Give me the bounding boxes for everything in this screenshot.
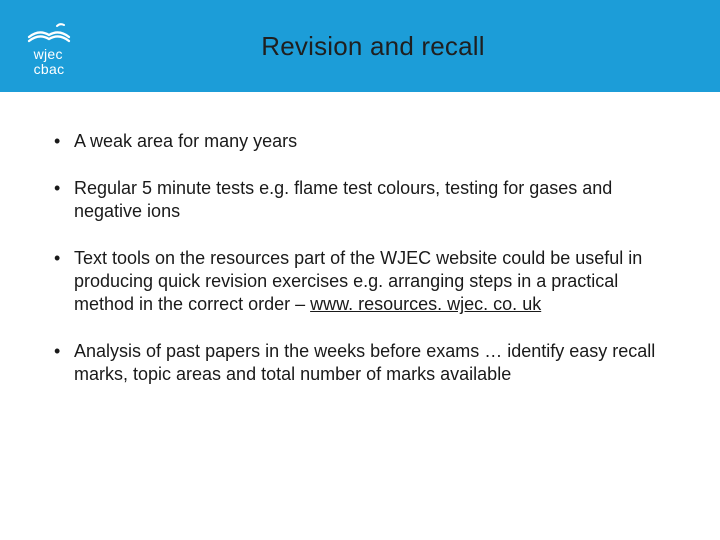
bullet-item: Text tools on the resources part of the …: [48, 247, 672, 316]
bullet-text: A weak area for many years: [74, 131, 297, 151]
logo-line2: cbac: [34, 62, 65, 77]
bullet-text: Regular 5 minute tests e.g. flame test c…: [74, 178, 612, 221]
logo-text: wjec cbac: [34, 47, 65, 76]
bullet-list: A weak area for many years Regular 5 min…: [48, 130, 672, 386]
resource-link[interactable]: www. resources. wjec. co. uk: [310, 294, 541, 314]
book-icon: [27, 21, 71, 43]
slide-title: Revision and recall: [86, 31, 660, 62]
bullet-item: Regular 5 minute tests e.g. flame test c…: [48, 177, 672, 223]
title-area: Revision and recall: [86, 31, 720, 62]
slide-header: wjec cbac Revision and recall: [0, 0, 720, 92]
logo: wjec cbac: [0, 0, 86, 92]
bullet-item: Analysis of past papers in the weeks bef…: [48, 340, 672, 386]
bullet-text: Analysis of past papers in the weeks bef…: [74, 341, 655, 384]
slide-content: A weak area for many years Regular 5 min…: [0, 92, 720, 386]
logo-line1: wjec: [34, 47, 65, 62]
bullet-item: A weak area for many years: [48, 130, 672, 153]
